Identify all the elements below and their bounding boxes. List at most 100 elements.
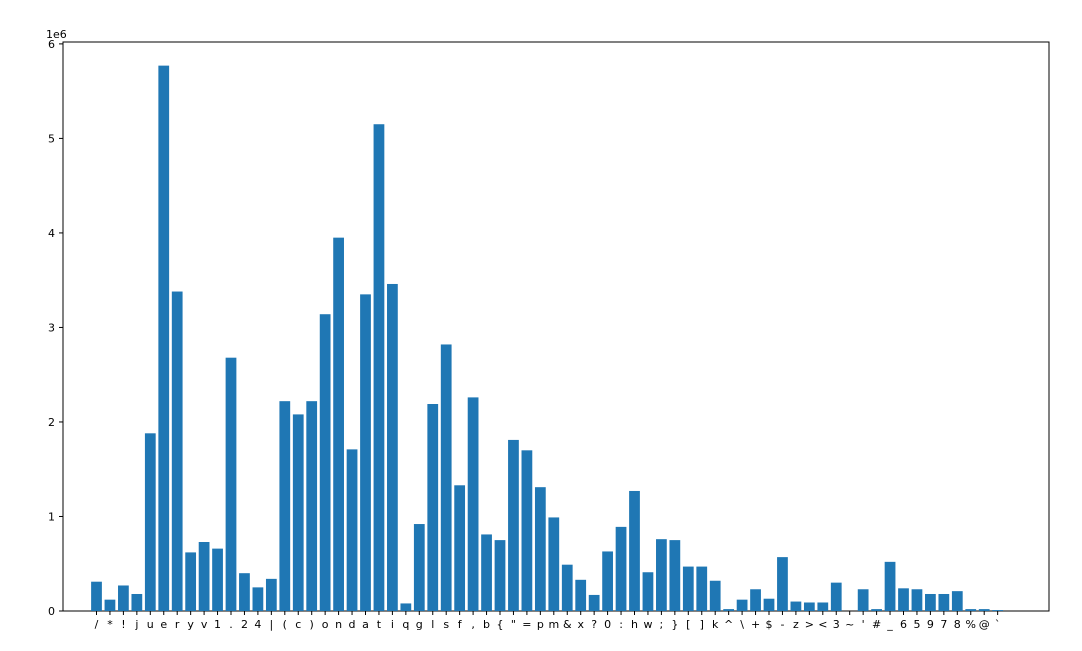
- x-tick-label-32: =: [522, 618, 531, 631]
- x-tick-label-43: }: [671, 618, 678, 631]
- bar-60: [898, 588, 909, 611]
- x-tick-label-9: 1: [214, 618, 221, 631]
- bar-29: [481, 534, 492, 611]
- x-tick-label-54: <: [818, 618, 827, 631]
- bar-50: [763, 598, 775, 611]
- bar-15: [292, 414, 304, 611]
- x-tick-label-49: +: [751, 618, 760, 631]
- bar-39: [615, 526, 627, 611]
- bar-65: [965, 609, 977, 611]
- x-tick-label-26: s: [443, 618, 449, 631]
- x-tick-label-31: ": [511, 618, 516, 631]
- bar-33: [534, 487, 546, 611]
- x-tick-label-30: {: [497, 618, 504, 631]
- y-tick-label-4: 4: [48, 227, 55, 240]
- bar-37: [588, 594, 600, 611]
- bar-25: [427, 404, 439, 611]
- x-tick-label-42: ;: [660, 618, 664, 631]
- bar-42: [656, 539, 667, 611]
- bar-30: [494, 540, 506, 611]
- bar-7: [185, 552, 197, 611]
- bar-9: [212, 548, 223, 611]
- x-tick-label-51: -: [780, 618, 784, 631]
- x-tick-label-65: %: [966, 618, 976, 631]
- x-tick-label-29: b: [483, 618, 490, 631]
- x-tick-label-2: !: [121, 618, 125, 631]
- bar-5: [158, 65, 170, 611]
- x-tick-label-12: 4: [254, 618, 261, 631]
- bar-28: [467, 397, 479, 611]
- bar-22: [387, 283, 398, 611]
- x-tick-label-44: [: [686, 618, 690, 631]
- x-axis: / *! j u e r y v 1. 2 4 | (c) o n d a t i q g l s f, b {" = p m & x? 0:…: [95, 611, 1000, 631]
- x-tick-label-0: /: [95, 618, 99, 631]
- bar-44: [682, 566, 694, 611]
- x-tick-label-62: 9: [927, 618, 934, 631]
- x-tick-label-59: _: [886, 618, 893, 631]
- x-tick-label-53: >: [805, 618, 814, 631]
- bar-24: [413, 524, 425, 611]
- y-scale-label: 1e6: [46, 28, 67, 41]
- x-tick-label-50: $: [766, 618, 773, 631]
- y-axis: 0 1 2 3 4 5 6: [48, 38, 63, 618]
- x-tick-label-41: w: [643, 618, 652, 631]
- bar-53: [803, 602, 815, 611]
- bar-16: [306, 401, 318, 611]
- bar-40: [629, 490, 640, 611]
- bar-1: [104, 599, 116, 611]
- x-tick-label-13: |: [269, 618, 273, 631]
- x-tick-label-14: (: [283, 618, 287, 631]
- x-tick-label-45: ]: [700, 618, 704, 631]
- x-tick-label-58: #: [872, 618, 881, 631]
- bar-0: [91, 581, 102, 611]
- bar-63: [938, 593, 950, 611]
- x-tick-label-56: ~: [845, 618, 854, 631]
- bar-51: [777, 557, 788, 611]
- bar-20: [360, 294, 371, 611]
- x-tick-label-34: m: [548, 618, 559, 631]
- x-tick-label-8: v: [201, 618, 208, 631]
- x-tick-label-27: f: [458, 618, 463, 631]
- x-tick-label-47: ^: [724, 618, 733, 631]
- bar-17: [319, 314, 331, 611]
- x-tick-label-48: \: [740, 618, 744, 631]
- bar-49: [750, 589, 761, 611]
- bar-66: [978, 609, 990, 611]
- bar-13: [265, 578, 277, 611]
- x-tick-label-22: i: [391, 618, 394, 631]
- bar-38: [602, 551, 613, 611]
- x-tick-label-52: z: [793, 618, 799, 631]
- bar-62: [925, 593, 936, 611]
- bar-6: [171, 291, 183, 611]
- x-tick-label-46: k: [712, 618, 719, 631]
- bar-46: [709, 580, 721, 611]
- x-tick-label-24: g: [416, 618, 423, 631]
- x-tick-label-37: ?: [591, 618, 597, 631]
- x-tick-label-17: o: [322, 618, 329, 631]
- x-tick-label-28: ,: [471, 618, 475, 631]
- bar-12: [252, 587, 264, 611]
- y-tick-label-0: 0: [48, 605, 55, 618]
- bar-23: [400, 603, 412, 611]
- bar-3: [131, 593, 143, 611]
- x-tick-label-20: a: [362, 618, 369, 631]
- x-tick-label-60: 6: [900, 618, 907, 631]
- x-tick-label-18: n: [335, 618, 342, 631]
- bar-36: [575, 579, 587, 611]
- x-tick-label-3: j: [134, 618, 138, 631]
- bar-41: [642, 572, 654, 611]
- bar-35: [561, 564, 573, 611]
- y-tick-label-2: 2: [48, 416, 55, 429]
- bars: [91, 65, 1004, 611]
- bar-34: [548, 517, 560, 611]
- bar-14: [279, 401, 291, 611]
- x-tick-label-64: 8: [954, 618, 961, 631]
- x-tick-label-10: .: [229, 618, 233, 631]
- x-tick-label-61: 5: [913, 618, 920, 631]
- bar-45: [696, 566, 708, 611]
- x-tick-label-40: h: [631, 618, 638, 631]
- bar-61: [911, 589, 923, 611]
- bar-52: [790, 601, 802, 611]
- x-tick-label-1: *: [107, 618, 113, 631]
- y-tick-label-5: 5: [48, 132, 55, 145]
